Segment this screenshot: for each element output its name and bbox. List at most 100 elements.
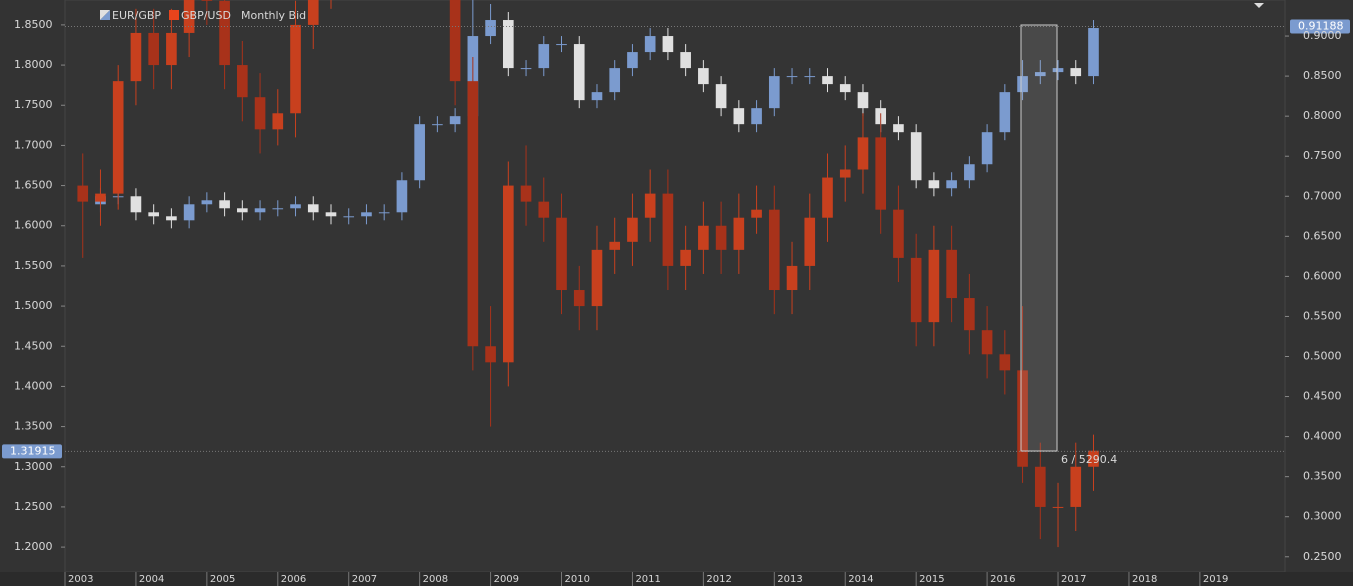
candle-body (520, 185, 532, 202)
x-tick-label: 2012 (706, 574, 731, 585)
candles (77, 0, 1099, 548)
candle-body (95, 193, 106, 202)
candle-body (910, 132, 922, 181)
candle-body (166, 32, 177, 66)
candle-body (751, 108, 762, 125)
x-tick-label: 2014 (848, 574, 873, 585)
y-tick-label: 1.4000 (14, 379, 53, 392)
candle-body (609, 241, 621, 250)
y-tick-label: 1.2000 (14, 540, 53, 553)
candle-body (893, 209, 904, 258)
last-price-label: 1.31915 (10, 444, 56, 457)
y2-tick-label: 0.2500 (1303, 550, 1342, 563)
x-tick-label: 2018 (1132, 574, 1157, 585)
menu-arrow[interactable] (1254, 3, 1264, 8)
y2-tick-label: 0.6000 (1303, 269, 1342, 282)
candle-body (183, 204, 195, 221)
candle-body (325, 212, 337, 217)
y-tick-label: 1.5500 (14, 259, 53, 272)
candle-body (981, 132, 993, 165)
candle-body (307, 204, 319, 213)
x-axis-strip (0, 572, 1353, 586)
legend-swatch (169, 10, 179, 20)
candle-body (485, 20, 496, 37)
y-tick-label: 1.3500 (14, 420, 53, 433)
candle-body (237, 208, 248, 213)
x-tick-label: 2004 (139, 574, 164, 585)
y-tick-label: 1.8500 (14, 18, 53, 31)
candle-body (396, 180, 408, 213)
candle-body (768, 209, 780, 291)
legend-label: GBP/USD (181, 9, 231, 22)
candle-body (946, 249, 957, 299)
y2-tick-label: 0.7000 (1303, 189, 1342, 202)
candle-body (130, 196, 142, 213)
y2-tick-label: 0.6500 (1303, 229, 1342, 242)
candle-body (77, 185, 89, 202)
x-tick-label: 2009 (494, 574, 519, 585)
candle-body (201, 200, 213, 205)
y2-tick-label: 0.7500 (1303, 149, 1342, 162)
plot-area (64, 0, 1286, 573)
grid (61, 24, 1289, 586)
x-tick-label: 2006 (281, 574, 306, 585)
candle-body (254, 208, 266, 213)
candle-body (1070, 466, 1082, 507)
candle-body (538, 44, 550, 69)
candle-body (254, 97, 266, 130)
candle-body (928, 180, 940, 189)
candle-body (272, 113, 284, 130)
candle-body (148, 32, 159, 66)
x-tick-label: 2019 (1203, 574, 1228, 585)
y-tick-label: 1.3000 (14, 460, 53, 473)
candle-body (219, 0, 230, 66)
candle-body (1034, 72, 1046, 77)
candle-body (538, 201, 550, 218)
candle-body (130, 32, 142, 82)
candle-body (733, 108, 745, 125)
candle-body (715, 225, 727, 250)
candle-body (999, 92, 1011, 133)
candle-body (290, 204, 301, 209)
candle-body (485, 346, 496, 363)
last-price-tag (1290, 19, 1350, 34)
candle-body (946, 180, 957, 189)
candle-body (1088, 450, 1099, 467)
candle-body (751, 209, 762, 218)
candle-body (644, 193, 656, 218)
candle-body (857, 92, 869, 109)
candle-body (627, 217, 638, 242)
candle-body (804, 217, 816, 266)
candle-body (573, 290, 585, 307)
candle-body (804, 76, 816, 78)
candle-body (502, 185, 514, 363)
candle-body (449, 0, 461, 82)
candle-body (1070, 68, 1082, 77)
legend-swatch (100, 10, 110, 20)
candle-body (502, 20, 514, 69)
overlay: 0.91188 1.31915 6 / 5290.4 (2, 19, 1350, 466)
candle-body (556, 44, 567, 46)
subtitle: Monthly Bid (241, 9, 306, 22)
candle-body (609, 68, 621, 93)
candle-body (183, 0, 195, 33)
candle-body (910, 257, 922, 323)
candle-body (893, 124, 904, 133)
candle-body (839, 84, 851, 93)
y-tick-label: 1.7500 (14, 98, 53, 111)
candle-body (591, 249, 603, 307)
x-tick-label: 2010 (565, 574, 590, 585)
candle-body (1017, 370, 1028, 467)
legend-label: EUR/GBP (112, 9, 161, 22)
candle-body (307, 0, 319, 25)
candle-body (981, 330, 993, 355)
legend: EUR/GBP GBP/USD Monthly Bid (100, 9, 306, 22)
candle-body (237, 65, 248, 98)
last-price-tag (2, 444, 62, 459)
candle-body (698, 225, 709, 250)
candle-body (964, 164, 975, 181)
candle-body (698, 68, 709, 85)
candle-body (822, 76, 833, 85)
y-tick-label: 1.8000 (14, 58, 53, 71)
